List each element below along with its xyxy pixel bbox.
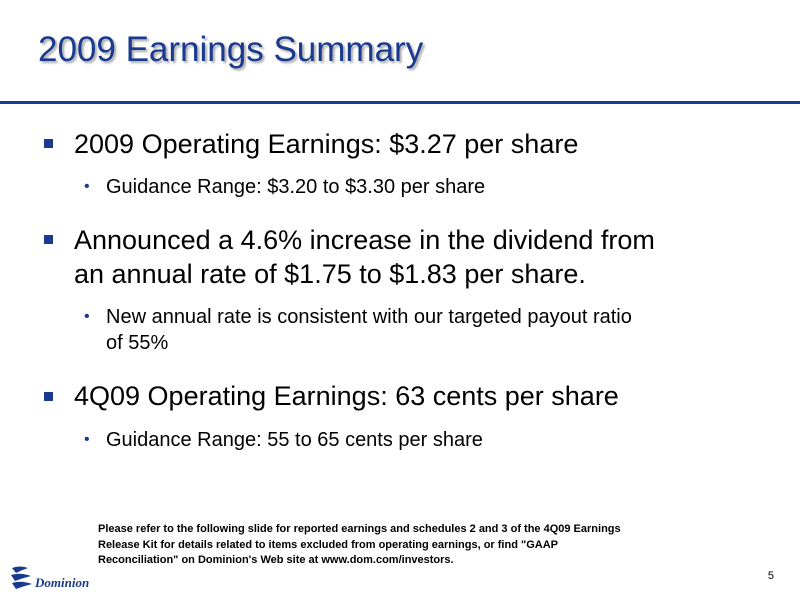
footnote-line-1: Please refer to the following slide for … [98, 523, 621, 535]
bullet-dot-icon: • [84, 178, 90, 195]
title-divider [0, 101, 800, 104]
logo-text: Dominion [35, 575, 90, 590]
footnote-line-2: Release Kit for details related to items… [98, 538, 558, 551]
bullet-3-sub-1: Guidance Range: 55 to 65 cents per share [106, 427, 483, 453]
bullet-3-sub-1-line-1: Guidance Range: 55 to 65 cents per share [106, 429, 483, 451]
dominion-logo: Dominion [10, 562, 100, 594]
bullet-1-sub-1: Guidance Range: $3.20 to $3.30 per share [106, 174, 485, 200]
bullet-dot-icon: • [84, 431, 90, 448]
bullet-2-sub-1-line-2: of 55% [106, 332, 169, 354]
bullet-dot-icon: • [84, 308, 90, 325]
bullet-2-sub-1: New annual rate is consistent with our t… [106, 304, 632, 356]
footnote-line-3: Reconciliation" on Dominion's Web site a… [98, 554, 454, 566]
page-number: 5 [767, 570, 774, 582]
bullet-2-line-1: Announced a 4.6% increase in the dividen… [74, 225, 655, 255]
bullet-2-line-2: an annual rate of $1.75 to $1.83 per sha… [74, 259, 586, 289]
bullet-2: Announced a 4.6% increase in the dividen… [74, 223, 655, 291]
bullet-1: 2009 Operating Earnings: $3.27 per share [74, 127, 578, 161]
bullet-square-icon [44, 139, 53, 148]
dominion-logo-icon [11, 566, 32, 589]
bullet-square-icon [44, 235, 53, 244]
slide-title: 2009 Earnings Summary [38, 30, 424, 69]
bullet-square-icon [44, 392, 53, 401]
bullet-2-sub-1-line-1: New annual rate is consistent with our t… [106, 306, 632, 328]
footnote: Please refer to the following slide for … [98, 522, 621, 569]
bullet-3: 4Q09 Operating Earnings: 63 cents per sh… [74, 379, 619, 413]
bullet-1-sub-1-line-1: Guidance Range: $3.20 to $3.30 per share [106, 176, 486, 198]
bullet-1-line-1: 2009 Operating Earnings: $3.27 per share [74, 129, 579, 159]
bullet-3-line-1: 4Q09 Operating Earnings: 63 cents per sh… [74, 381, 619, 411]
